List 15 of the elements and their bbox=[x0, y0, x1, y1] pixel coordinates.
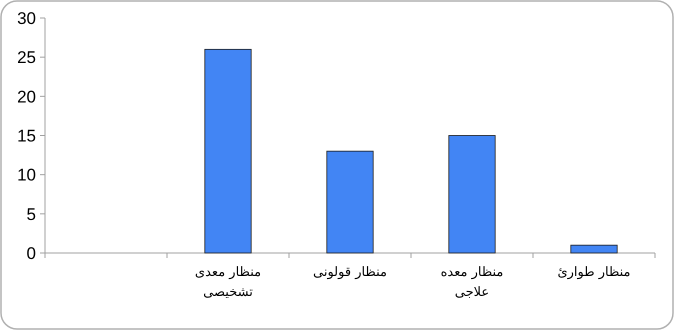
y-tick-label: 20 bbox=[17, 87, 36, 106]
y-tick-label: 25 bbox=[17, 48, 36, 68]
bar bbox=[570, 244, 618, 254]
bar bbox=[448, 135, 496, 254]
y-tick-label: 30 bbox=[17, 9, 36, 28]
bar bbox=[204, 48, 252, 254]
x-tick-label: منظار معده علاجی bbox=[440, 264, 504, 302]
y-tick-label: 10 bbox=[17, 166, 36, 185]
bar bbox=[326, 150, 374, 254]
y-tick-label: 5 bbox=[26, 204, 36, 224]
y-tick-label: 0 bbox=[26, 244, 36, 263]
x-tick-label: منظار معدی تشخیصی bbox=[194, 264, 262, 302]
x-tick-label: منظار قولونی bbox=[312, 264, 388, 282]
y-tick-label: 15 bbox=[17, 126, 36, 146]
x-tick-label: منظار طوارئ bbox=[556, 264, 632, 282]
